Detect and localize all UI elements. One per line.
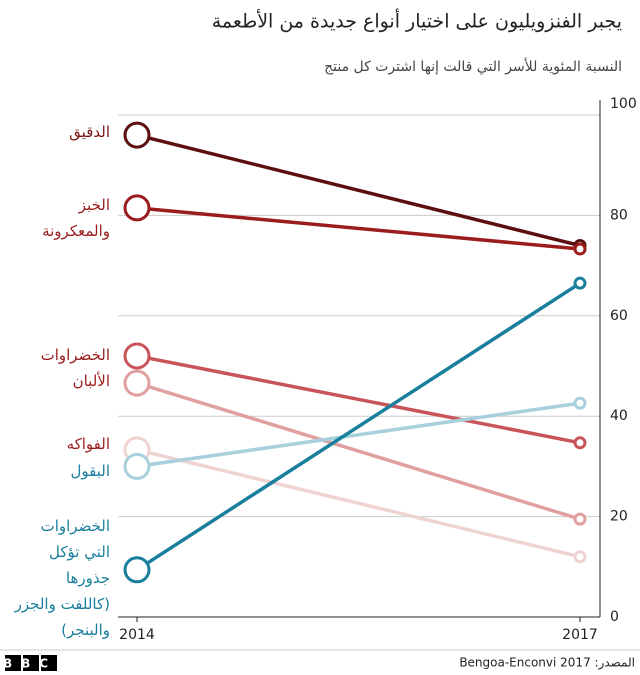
- chart-subtitle: النسبة المئوية للأسر التي قالت إنها اشتر…: [324, 57, 622, 75]
- series-label: الخبز والمعكرونة: [42, 196, 110, 240]
- y-tick-label: 100: [610, 96, 637, 112]
- series-label: البقول: [71, 462, 111, 480]
- series-point: [123, 452, 151, 480]
- chart-title: يجبر الفنزويليون على اختيار أنواع جديدة …: [212, 9, 622, 33]
- x-tick-label: 2017: [562, 627, 598, 643]
- series-point: [123, 342, 151, 370]
- series-label: الألبان: [73, 371, 110, 390]
- y-tick-label: 80: [610, 207, 628, 223]
- y-tick-label: 20: [610, 509, 628, 525]
- logo-box: [23, 655, 39, 671]
- y-tick-label: 0: [610, 609, 619, 625]
- series-point: [573, 396, 587, 410]
- series-label: الخضراوات: [41, 346, 110, 364]
- y-tick-label: 60: [610, 308, 628, 324]
- logo-box: [41, 655, 57, 671]
- logo-box: [5, 655, 21, 671]
- series-line: [136, 401, 581, 469]
- series-point: [123, 556, 151, 584]
- y-tick-label: 40: [610, 408, 628, 424]
- logo: BBC: [3, 657, 57, 671]
- series-point: [573, 242, 587, 256]
- series-point: [573, 550, 587, 564]
- series-label: الفواكه: [67, 435, 110, 453]
- series-line: [136, 133, 581, 248]
- series-line: [136, 381, 581, 521]
- series-line: [136, 206, 581, 251]
- series-point: [573, 512, 587, 526]
- series-point: [123, 369, 151, 397]
- series-point: [123, 121, 151, 149]
- series-label: الخضراوات التي تؤكل جذورها (كاللفت والجزر وا…: [14, 517, 110, 639]
- series-label: الدقيق: [69, 123, 110, 141]
- source: المصدر: Bengoa-Enconvi 2017: [459, 656, 635, 671]
- series-point: [573, 436, 587, 450]
- series-line: [136, 281, 581, 572]
- series-point: [573, 276, 587, 290]
- series-line: [136, 354, 581, 445]
- x-tick-label: 2014: [119, 627, 155, 643]
- series-line: [136, 448, 581, 559]
- series-point: [123, 194, 151, 222]
